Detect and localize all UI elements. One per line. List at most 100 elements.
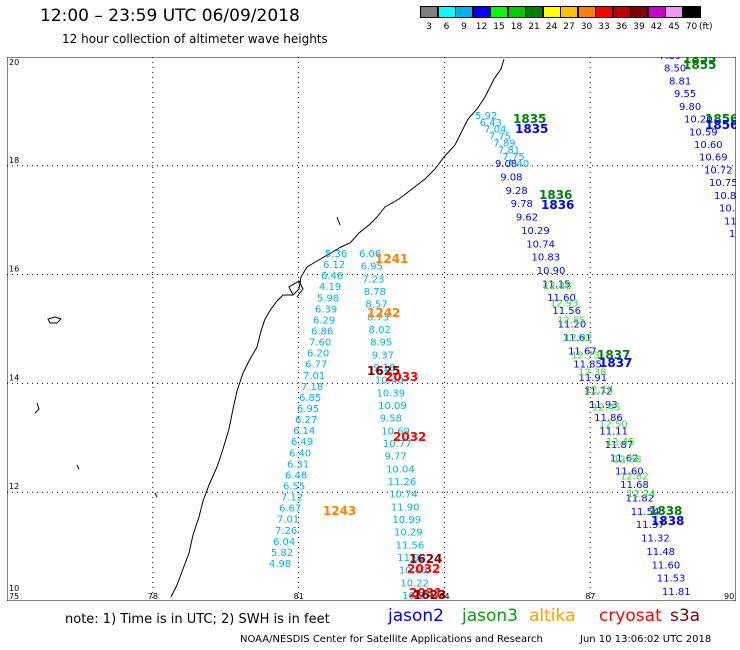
wave-height-value: 7.12 xyxy=(281,493,303,504)
wave-height-value: 6.04 xyxy=(273,537,295,548)
color-swatch xyxy=(647,6,666,18)
color-swatch-label: 24 xyxy=(545,22,558,32)
wave-height-value: 11.92 xyxy=(397,553,426,564)
pass-time-label: 1836 xyxy=(539,188,572,202)
wave-height-value: 11.90 xyxy=(391,502,420,513)
color-swatch-label: 30 xyxy=(580,22,593,32)
wave-height-value: 10.72 xyxy=(704,165,733,176)
color-scale-unit: (ft) xyxy=(699,22,713,32)
wave-height-value: 10.99 xyxy=(392,515,421,526)
wave-height-value: 11.48 xyxy=(646,547,675,558)
wave-height-value: 11.20 xyxy=(558,320,587,331)
wave-height-value: 10.86 xyxy=(714,191,736,202)
wave-height-value: 11.82 xyxy=(625,493,654,504)
color-swatch xyxy=(542,6,561,18)
wave-height-value: 7.60 xyxy=(309,338,331,349)
legend-jason3: jason3 xyxy=(462,606,518,626)
color-swatch-label: 3 xyxy=(426,22,432,32)
color-swatch xyxy=(490,6,508,18)
wave-height-value: 11.60 xyxy=(547,293,576,304)
wave-height-value: 9.55 xyxy=(674,89,696,100)
wave-height-value: 6.86 xyxy=(311,327,333,338)
wave-height-value: 12.73 xyxy=(571,350,600,361)
wave-height-value: 8.57 xyxy=(365,300,387,311)
wave-height-value: 11.56 xyxy=(552,306,581,317)
color-swatch-label: 70 xyxy=(685,22,698,32)
wave-height-value: 9.08 xyxy=(500,172,522,183)
wave-height-value: 6.27 xyxy=(295,415,317,426)
color-swatch-label: 33 xyxy=(598,22,610,32)
wave-height-value: 6.43 xyxy=(480,118,502,129)
color-swatch xyxy=(612,6,631,18)
wave-height-value: 11.32 xyxy=(641,534,670,545)
color-swatch-label: 18 xyxy=(510,22,523,32)
wave-height-value: 8.81 xyxy=(669,76,691,87)
pass-time-labels: 1855185518561856183518351836183618371837… xyxy=(323,52,738,602)
wave-height-value: 11.56 xyxy=(396,540,425,551)
legend-altika: altika xyxy=(529,606,576,626)
wave-height-value: 4.19 xyxy=(319,282,341,293)
wave-height-value: 12.85 xyxy=(557,316,586,327)
wave-height-value: 10.37 xyxy=(402,591,431,601)
legend-s3a: s3a xyxy=(670,606,701,626)
island-maldive-3 xyxy=(154,492,158,498)
lat-lon-grid xyxy=(7,57,736,601)
wave-height-value: 11.62 xyxy=(610,453,639,464)
wave-height-value: 10.66 xyxy=(399,566,428,577)
wave-height-value: 12.88 xyxy=(543,281,572,292)
wave-height-value: 6.06 xyxy=(359,249,381,260)
island-east xyxy=(336,216,341,226)
lon-tick-label: 78 xyxy=(148,592,158,601)
wave-height-value: 11.72 xyxy=(584,386,613,397)
wave-height-value: 9.62 xyxy=(516,213,538,224)
wave-height-value: 6.55 xyxy=(283,482,305,493)
color-swatch xyxy=(507,6,526,18)
wave-height-value: 9.80 xyxy=(679,102,701,113)
coastline xyxy=(170,58,505,598)
legend-cryosat: cryosat xyxy=(599,606,662,626)
pass-time-label: 1242 xyxy=(367,306,400,320)
footer-note: note: 1) Time is in UTC; 2) SWH is in fe… xyxy=(65,612,330,627)
wave-height-value: 11.60 xyxy=(615,467,644,478)
credit-line: NOAA/NESDIS Center for Satellite Applica… xyxy=(240,634,543,645)
wave-height-value: 11.81 xyxy=(662,587,691,598)
map-canvas: 75 78 81 84 87 90 20 18 16 14 12 10 5.366.126.464.1… xyxy=(6,51,740,602)
wave-height-value: 10.60 xyxy=(694,140,723,151)
wave-height-value: 5.92 xyxy=(475,111,497,122)
wave-height-value: 9.37 xyxy=(372,350,394,361)
wave-height-value: 12.45 xyxy=(592,402,621,413)
wave-height-value: 9.18 xyxy=(373,363,395,374)
lat-tick-label: 20 xyxy=(9,58,19,67)
wave-height-value: 6.14 xyxy=(293,426,315,437)
wave-height-value: 8.95 xyxy=(370,338,392,349)
wave-height-value: 12.92 xyxy=(564,333,593,344)
wave-height-value: 9.28 xyxy=(505,186,527,197)
pass-time-label: 1837 xyxy=(597,348,630,362)
wave-height-value: 10.59 xyxy=(689,127,718,138)
map-subtitle: 12 hour collection of altimeter wave hei… xyxy=(62,32,328,46)
coastline-bay xyxy=(288,280,304,298)
wave-height-value: 6.31 xyxy=(287,459,309,470)
wave-height-value: 8.02 xyxy=(369,325,391,336)
wave-height-value: 12.45 xyxy=(606,437,635,448)
lat-tick-label: 14 xyxy=(9,373,19,382)
wave-height-value: 7.75 xyxy=(489,132,511,143)
wave-height-value: 11.15 xyxy=(542,279,571,290)
wave-height-value: 11.68 xyxy=(620,480,649,491)
axis-labels: 75 78 81 84 87 90 20 18 16 14 12 10 xyxy=(9,58,734,601)
wave-height-value: 7.81 xyxy=(498,145,520,156)
wave-height-value: 11.26 xyxy=(388,477,417,488)
wave-height-value: 7.75 xyxy=(502,152,524,163)
wave-height-value: 12.93 xyxy=(550,298,579,309)
lon-tick-label: 87 xyxy=(585,592,595,601)
color-swatch-label: 12 xyxy=(475,22,488,32)
color-swatch-label: 9 xyxy=(461,22,467,32)
color-swatch xyxy=(577,6,596,18)
wave-height-value: 7.40 xyxy=(507,159,529,170)
color-swatch-label: 45 xyxy=(668,22,680,32)
pass-time-label: 1855 xyxy=(683,58,716,72)
color-swatch-label: 39 xyxy=(633,22,645,32)
wave-height-value: 6.95 xyxy=(361,262,383,273)
wave-height-value: 7.23 xyxy=(362,274,384,285)
wave-height-value: 7.01 xyxy=(303,371,325,382)
